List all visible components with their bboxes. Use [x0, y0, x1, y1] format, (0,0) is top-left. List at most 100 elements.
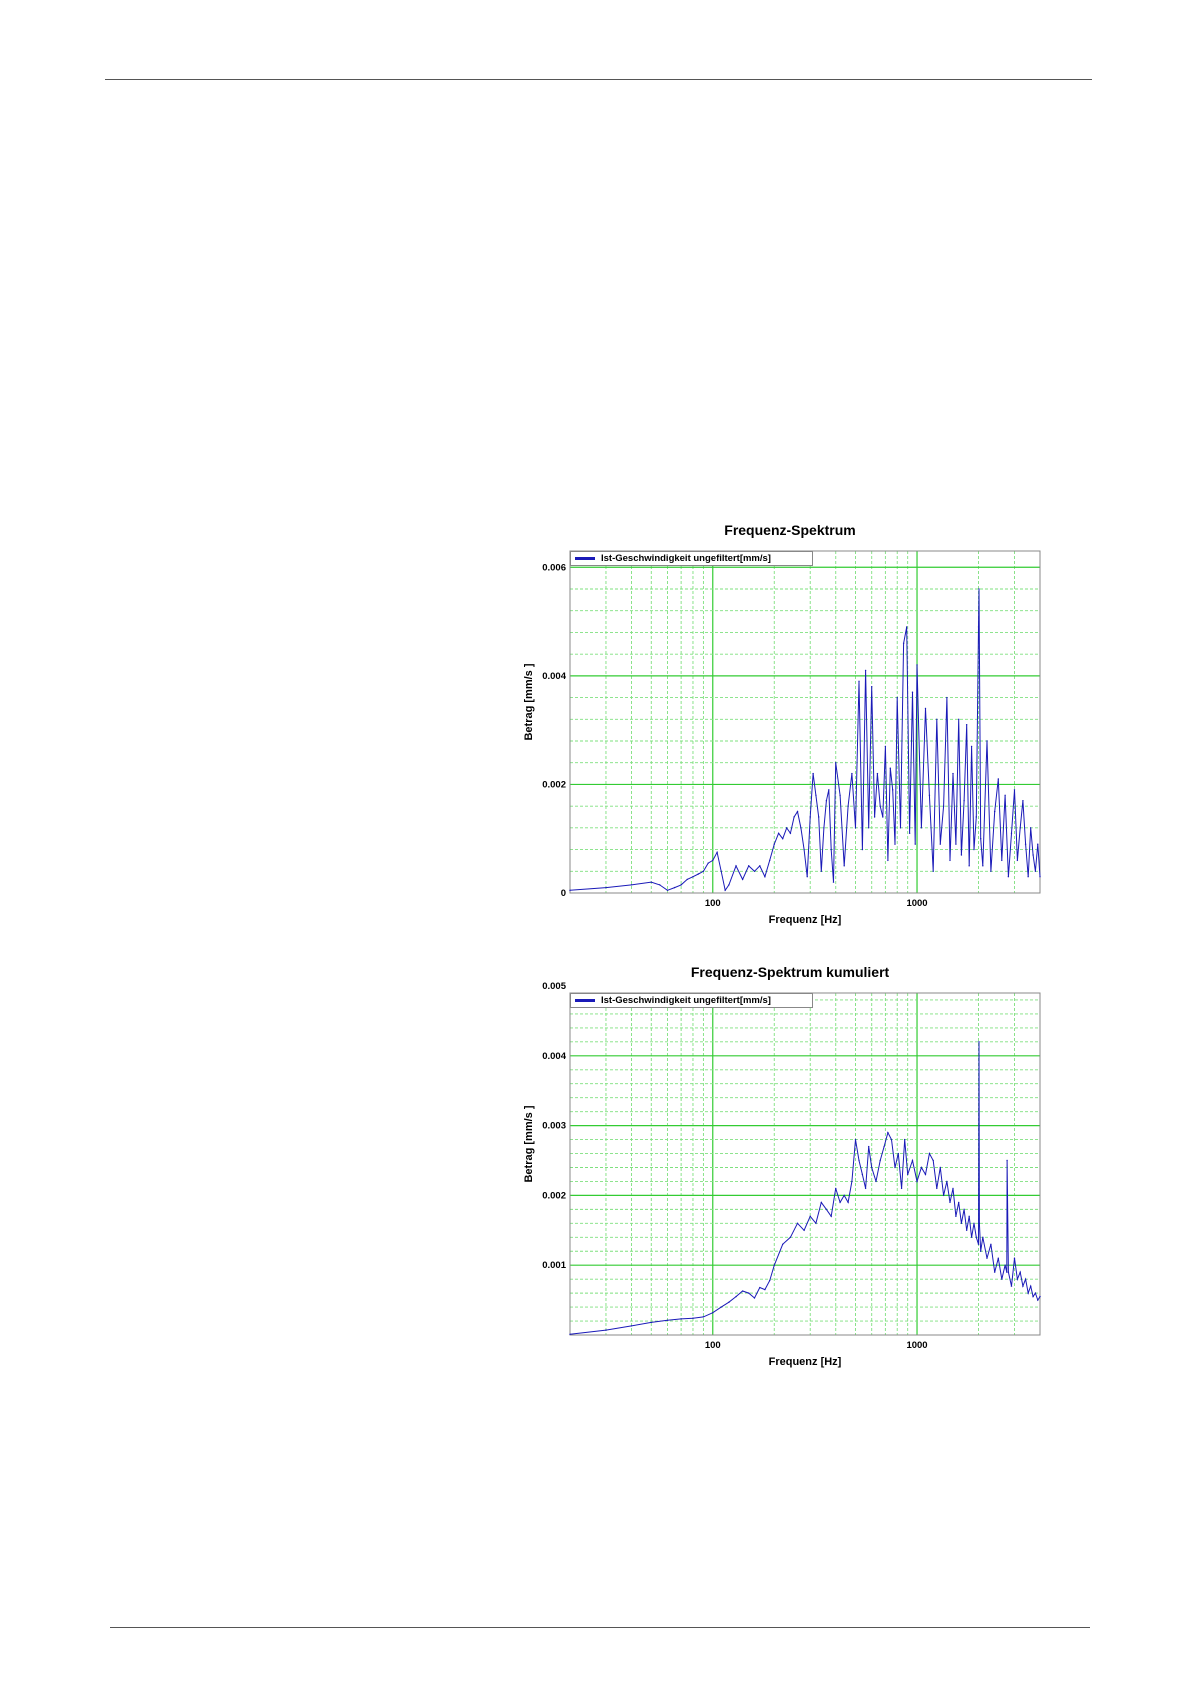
data-point: [911, 1159, 914, 1162]
data-point: [759, 1286, 761, 1289]
series-line: [569, 1041, 1041, 1335]
data-point: [908, 832, 911, 834]
data-point: [748, 1292, 750, 1294]
data-point: [1010, 1285, 1013, 1287]
data-point: [789, 1236, 792, 1238]
series-line: [569, 588, 1041, 892]
legend-label: Ist-Geschwindigkeit ungefiltert[mm/s]: [601, 553, 771, 564]
data-point: [978, 1222, 981, 1225]
data-point: [789, 832, 792, 834]
grid: [569, 551, 1041, 893]
data-point: [973, 1222, 975, 1225]
data-point: [900, 1187, 903, 1190]
x-tick-label: 100: [705, 898, 721, 909]
data-point: [769, 1279, 771, 1282]
data-point: [1039, 1295, 1041, 1298]
data-point: [958, 1201, 960, 1204]
data-point: [605, 886, 607, 889]
data-point: [906, 1173, 909, 1176]
data-point: [839, 1201, 841, 1204]
y-tick-label: 0.002: [542, 779, 566, 790]
data-point: [764, 876, 766, 878]
data-point: [716, 851, 718, 853]
data-point: [873, 816, 876, 818]
data-point: [1004, 1264, 1006, 1266]
data-point: [897, 1152, 900, 1155]
data-point: [769, 859, 771, 862]
plot-frame: [569, 992, 1041, 1336]
y-tick-label: 0.004: [542, 1051, 566, 1062]
data-point: [871, 1166, 873, 1169]
data-point: [741, 1290, 744, 1292]
data-point: [825, 1208, 828, 1211]
data-point: [871, 686, 873, 688]
data-point: [815, 794, 817, 796]
data-point: [728, 1301, 730, 1303]
data-point: [724, 889, 726, 891]
data-point: [1001, 859, 1003, 862]
data-point: [702, 1316, 705, 1318]
data-point: [1019, 1271, 1021, 1273]
data-point: [894, 843, 896, 845]
data-point: [990, 870, 992, 872]
chart-title: Frequenz-Spektrum kumuliert: [690, 964, 890, 980]
data-point: [936, 1187, 938, 1190]
legend-swatch: [575, 999, 595, 1002]
data-point: [1007, 876, 1010, 878]
data-point: [796, 1222, 799, 1225]
data-point: [960, 1222, 963, 1225]
data-point: [924, 707, 927, 710]
data-point: [692, 1317, 694, 1319]
data-point: [949, 1201, 951, 1204]
data-point: [692, 876, 694, 878]
data-point: [1037, 843, 1039, 845]
data-point: [815, 1222, 817, 1225]
data-point: [712, 1311, 714, 1314]
y-axis-label: Betrag [mm/s ]: [523, 663, 535, 740]
data-point: [666, 1319, 669, 1322]
data-point: [903, 1138, 906, 1141]
grid: [569, 993, 1041, 1335]
data-point: [879, 1159, 881, 1162]
chart-legend: Ist-Geschwindigkeit ungefiltert[mm/s]: [570, 993, 813, 1008]
data-point: [939, 843, 941, 845]
data-point: [820, 870, 823, 872]
data-point: [928, 794, 931, 796]
data-point: [825, 800, 828, 802]
data-point: [1039, 876, 1041, 878]
data-point: [978, 1041, 980, 1043]
data-point: [777, 832, 780, 834]
data-point: [800, 827, 802, 829]
chart-legend: Ist-Geschwindigkeit ungefiltert[mm/s]: [570, 551, 813, 566]
x-tick-label: 1000: [906, 1340, 927, 1351]
data-point: [955, 843, 957, 845]
data-point: [569, 889, 571, 891]
data-point: [1029, 1285, 1032, 1287]
data-point: [887, 859, 889, 862]
data-point: [1006, 1271, 1008, 1273]
data-point: [894, 1166, 896, 1169]
data-point: [858, 680, 860, 682]
data-point: [946, 696, 948, 699]
y-tick-label: 0.006: [542, 562, 566, 573]
chart-plot: 0 0.002 0.004 0.006 100 1000 Frequenz [Hz] Betr…: [523, 550, 1041, 926]
x-axis-label: Frequenz [Hz]: [769, 1356, 842, 1368]
data-point: [630, 1325, 633, 1327]
data-point: [914, 843, 916, 845]
data-point: [673, 886, 676, 889]
data-point: [650, 1321, 652, 1324]
data-point: [982, 865, 984, 867]
data-point: [630, 884, 633, 886]
data-point: [883, 1145, 885, 1148]
data-point: [977, 626, 980, 628]
data-point: [975, 1236, 977, 1238]
data-point: [1010, 832, 1013, 834]
data-point: [955, 1215, 957, 1218]
data-point: [958, 718, 960, 720]
data-point: [911, 691, 914, 693]
data-point: [970, 745, 973, 748]
data-point: [712, 859, 714, 862]
data-point: [843, 865, 845, 867]
data-point: [835, 762, 837, 764]
data-point: [854, 827, 857, 829]
